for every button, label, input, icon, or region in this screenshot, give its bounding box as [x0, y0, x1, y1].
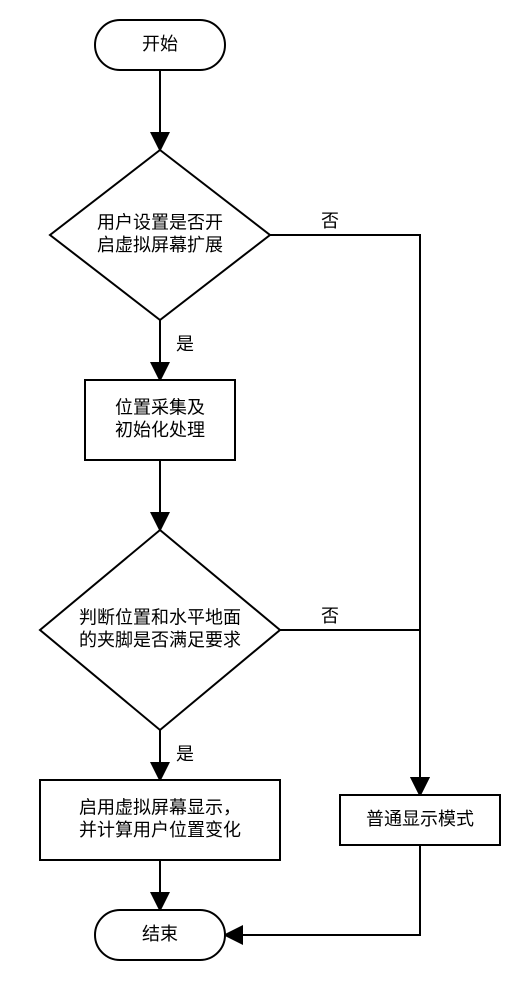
edge-label: 是 [176, 744, 194, 764]
edge [270, 235, 420, 795]
edge [280, 630, 420, 795]
node-label: 判断位置和水平地面 [79, 608, 241, 628]
node-label: 启虚拟屏幕扩展 [97, 235, 223, 255]
flowchart-canvas: 是是否否开始用户设置是否开启虚拟屏幕扩展位置采集及初始化处理判断位置和水平地面的… [0, 0, 517, 1000]
node-end: 结束 [95, 910, 225, 960]
edge-label: 否 [321, 211, 339, 231]
edge-label: 否 [321, 606, 339, 626]
node-d1: 用户设置是否开启虚拟屏幕扩展 [50, 150, 270, 320]
node-label: 并计算用户位置变化 [79, 820, 241, 840]
node-label: 用户设置是否开 [97, 213, 223, 233]
node-label: 开始 [142, 34, 178, 54]
edge-label: 是 [176, 334, 194, 354]
node-label: 初始化处理 [115, 420, 205, 440]
node-label: 普通显示模式 [366, 809, 474, 829]
node-p1: 位置采集及初始化处理 [85, 380, 235, 460]
node-p2: 启用虚拟屏幕显示，并计算用户位置变化 [40, 780, 280, 860]
node-d2: 判断位置和水平地面的夹脚是否满足要求 [40, 530, 280, 730]
node-label: 启用虚拟屏幕显示， [79, 798, 241, 818]
node-p3: 普通显示模式 [340, 795, 500, 845]
node-start: 开始 [95, 20, 225, 70]
node-label: 结束 [142, 924, 178, 944]
node-label: 的夹脚是否满足要求 [79, 630, 241, 650]
node-label: 位置采集及 [115, 398, 205, 418]
